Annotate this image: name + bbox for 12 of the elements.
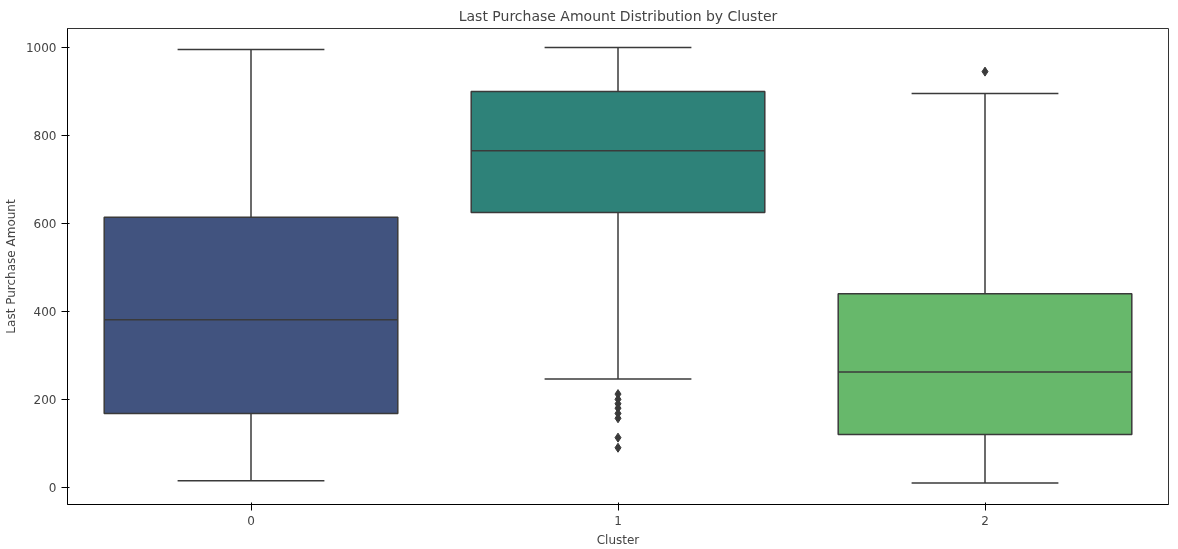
y-axis-title: Last Purchase Amount [3,199,18,334]
y-tick-label: 1000 [25,40,57,55]
y-tick-label: 800 [33,128,57,143]
x-axis-title: Cluster [596,532,640,547]
chart-title: Last Purchase Amount Distribution by Cluster [458,7,778,24]
y-tick-label: 0 [48,480,57,495]
y-tick-label: 200 [33,392,57,407]
x-tick-label: 0 [247,513,255,528]
x-tick-label: 1 [614,513,622,528]
x-tick-label: 2 [981,513,989,528]
y-tick-label: 600 [33,216,57,231]
y-tick-label: 400 [33,304,57,319]
